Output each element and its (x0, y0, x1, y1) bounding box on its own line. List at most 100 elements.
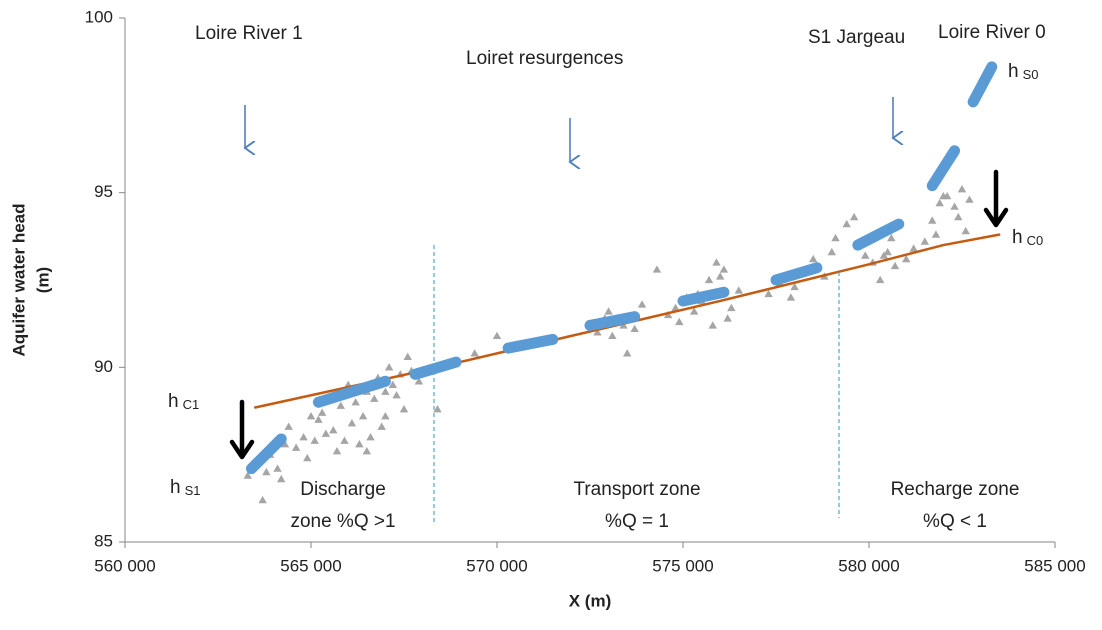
annotation: Loire River 1 (195, 23, 303, 44)
annotation: Loire River 0 (938, 22, 1046, 43)
data-point (827, 247, 836, 256)
zone-label: %Q < 1 (923, 511, 987, 532)
data-point (329, 426, 338, 434)
annotation: Loiret resurgences (466, 48, 623, 69)
x-tick-label: 560 000 (94, 556, 155, 575)
data-point (381, 412, 390, 420)
y-axis-title: Aquifer water head (9, 203, 28, 356)
data-point (347, 419, 357, 427)
x-axis-title: X (m) (569, 591, 612, 610)
data-point (883, 247, 892, 256)
data-point (950, 202, 959, 210)
data-point (399, 405, 409, 413)
data-point (957, 184, 967, 193)
data-point (280, 439, 290, 448)
data-point (712, 258, 721, 266)
data-point (243, 471, 252, 479)
annotation-base: h (1008, 61, 1019, 82)
annotation-sub: S0 (1023, 67, 1039, 82)
y-tick-label: 100 (85, 7, 113, 26)
data-point (362, 446, 371, 455)
data-line (245, 61, 998, 475)
data-point (861, 251, 870, 259)
annotation: S1 Jargeau (808, 27, 905, 48)
data-point (652, 265, 662, 273)
data-point (332, 446, 342, 455)
data-point (719, 265, 729, 273)
annotation-base: h (1012, 227, 1023, 248)
data-point (671, 303, 680, 312)
y-tick-label: 95 (94, 182, 113, 201)
data-point (340, 436, 349, 444)
data-point (890, 261, 900, 270)
data-point (604, 307, 613, 315)
data-point (928, 216, 937, 224)
annotation-base: h (168, 391, 179, 412)
data-point (258, 495, 267, 504)
data-point (377, 422, 386, 430)
data-point (875, 275, 885, 284)
data-point (831, 233, 840, 242)
data-point (291, 443, 301, 451)
data-point (310, 436, 319, 444)
annotation: h S1 (170, 477, 200, 498)
data-point (849, 212, 859, 221)
x-tick-label: 570 000 (466, 556, 527, 575)
y-axis-title: (m) (33, 267, 52, 293)
data-point (366, 433, 375, 441)
data-point (492, 331, 502, 340)
data-point (303, 453, 312, 462)
x-tick-label: 585 000 (1024, 556, 1085, 575)
data-point (351, 398, 360, 406)
data-point (381, 387, 390, 395)
annotation-base: h (170, 477, 181, 498)
data-point (623, 349, 632, 357)
data-point (786, 293, 796, 301)
data-point (902, 254, 911, 263)
annotation: h C1 (168, 391, 199, 412)
data-point (909, 244, 918, 252)
data-point (593, 328, 602, 336)
x-tick-label: 565 000 (280, 556, 341, 575)
data-point (299, 433, 308, 441)
data-point (764, 289, 773, 298)
data-point (727, 303, 736, 312)
data-point (262, 467, 271, 476)
data-point (608, 331, 617, 340)
annotation-sub: S1 (185, 483, 201, 498)
data-point (317, 408, 327, 416)
data-point (931, 230, 941, 238)
data-point (708, 321, 717, 329)
black-arrow (229, 169, 1009, 460)
data-point (879, 251, 889, 259)
annotation-sub: C0 (1027, 233, 1044, 248)
y-tick-label: 90 (94, 357, 113, 376)
data-point (809, 254, 818, 263)
data-point (321, 429, 331, 437)
zone-label: Recharge zone (891, 479, 1020, 500)
y-tick-label: 85 (94, 531, 113, 550)
annotation: h C0 (1012, 227, 1043, 248)
data-point (355, 439, 364, 448)
data-point (370, 394, 379, 402)
data-point (637, 300, 647, 308)
data-point (954, 212, 963, 221)
data-point (790, 282, 799, 291)
data-point (716, 272, 725, 280)
data-point (384, 363, 394, 371)
data-point (414, 377, 424, 385)
data-point (314, 415, 323, 423)
data-point (630, 324, 639, 333)
data-point (961, 226, 970, 235)
zone-label: %Q = 1 (605, 511, 669, 532)
data-point (433, 405, 442, 413)
data-point (675, 317, 684, 326)
zone-label: zone %Q >1 (290, 511, 395, 532)
data-point (935, 198, 944, 207)
data-point (723, 314, 732, 322)
data-point (392, 391, 401, 399)
data-point (920, 237, 929, 245)
data-point (403, 352, 412, 361)
x-tick-label: 575 000 (652, 556, 713, 575)
